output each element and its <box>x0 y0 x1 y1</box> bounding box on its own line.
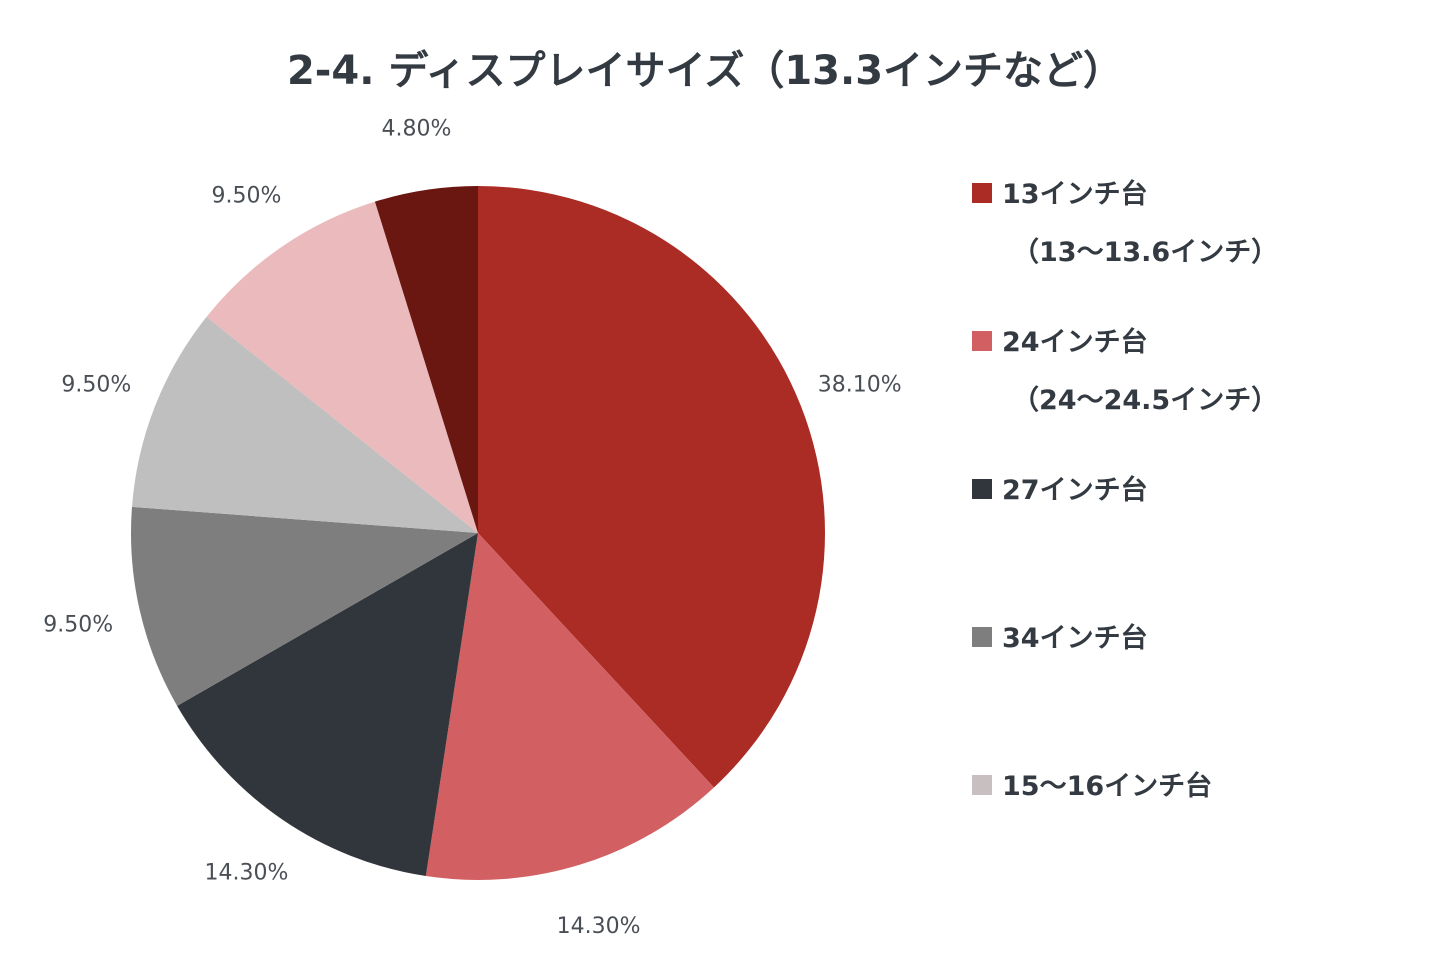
legend-item-4: 34インチ台 <box>972 622 1148 654</box>
pie-slices <box>131 186 825 880</box>
legend-sublabel-1: （13〜13.6インチ） <box>1012 237 1278 268</box>
legend-item-2: 24インチ台 （24〜24.5インチ） <box>972 326 1278 416</box>
data-label-slice-1: 38.10% <box>818 372 902 397</box>
chart-title: 2-4. ディスプレイサイズ（13.3インチなど） <box>287 48 1123 94</box>
legend-label-4: 34インチ台 <box>1002 622 1148 654</box>
legend-swatch-4 <box>972 627 992 647</box>
pie-slice-6 <box>206 201 478 533</box>
data-label-slice-6: 9.50% <box>212 184 282 209</box>
data-label-slice-7: 4.80% <box>381 117 451 142</box>
data-label-slice-5: 9.50% <box>61 372 131 397</box>
pie-slice-2 <box>425 533 714 880</box>
legend-swatch-5 <box>972 775 992 795</box>
legend: 13インチ台 （13〜13.6インチ） 24インチ台 （24〜24.5インチ） 27イン… <box>972 178 1278 802</box>
legend-label-2: 24インチ台 <box>1002 326 1148 358</box>
pie-slice-4 <box>131 506 478 706</box>
legend-swatch-3 <box>972 479 992 499</box>
legend-item-5: 15〜16インチ台 <box>972 770 1212 802</box>
data-label-slice-4: 9.50% <box>43 613 113 638</box>
data-label-slice-3: 14.30% <box>205 860 289 885</box>
legend-label-1: 13インチ台 <box>1002 178 1148 210</box>
legend-swatch-1 <box>972 183 992 203</box>
pie-slice-5 <box>131 316 479 533</box>
pie-slice-1 <box>478 186 825 788</box>
legend-label-3: 27インチ台 <box>1002 474 1148 506</box>
legend-item-3: 27インチ台 <box>972 474 1148 506</box>
legend-label-5: 15〜16インチ台 <box>1002 770 1212 802</box>
data-labels: 38.10% 14.30% 14.30% 9.50% 9.50% 9.50% 4.80% <box>43 117 901 939</box>
pie-slice-7 <box>374 186 478 533</box>
legend-item-1: 13インチ台 （13〜13.6インチ） <box>972 178 1278 268</box>
legend-swatch-2 <box>972 331 992 351</box>
pie-slice-3 <box>177 533 478 877</box>
legend-sublabel-2: （24〜24.5インチ） <box>1012 385 1278 416</box>
data-label-slice-2: 14.30% <box>557 914 641 939</box>
